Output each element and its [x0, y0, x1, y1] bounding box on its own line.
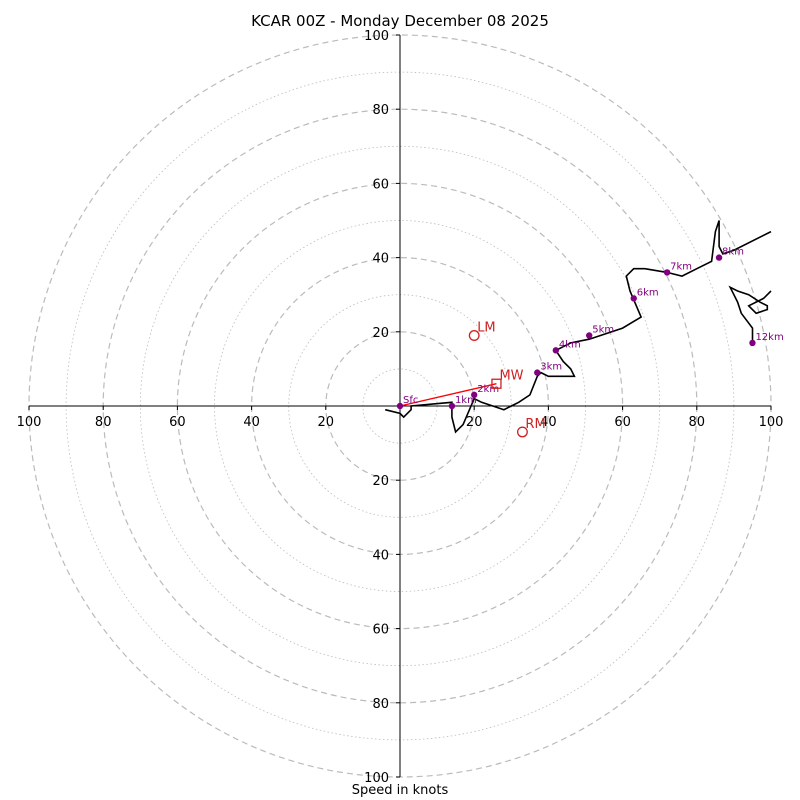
y-tick-label: 40	[372, 252, 389, 267]
storm-motion-points: LM MW RM	[468, 321, 546, 438]
height-marker-label: Sfc	[403, 395, 418, 406]
y-tick-label: 40	[372, 548, 389, 563]
storm-motion-marker	[468, 330, 480, 341]
hodograph-upper-line	[728, 285, 772, 343]
x-tick-label: 20	[318, 415, 335, 430]
y-tick-label: 100	[364, 771, 389, 786]
mean-wind-marker	[491, 378, 502, 389]
height-marker-label: 8km	[722, 247, 744, 258]
height-marker-point	[715, 254, 723, 261]
y-tick-label: 60	[372, 177, 389, 192]
height-marker-label: 5km	[592, 325, 614, 336]
y-tick-label: 100	[364, 29, 389, 44]
y-tick-label: 20	[372, 326, 389, 341]
y-tick-label: 60	[372, 623, 389, 638]
chart-title: KCAR 00Z - Monday December 08 2025	[251, 12, 549, 30]
height-marker-label: 7km	[670, 261, 692, 272]
bulk-shear-vector	[399, 383, 497, 407]
storm-motion-label: RM	[525, 417, 545, 432]
height-marker-point	[586, 332, 593, 339]
height-marker-point	[534, 369, 541, 376]
height-marker-point	[552, 347, 560, 354]
hodograph-line	[385, 220, 772, 434]
height-marker-label: 2km	[477, 384, 499, 395]
y-tick-label: 80	[372, 697, 389, 712]
height-marker-point	[630, 295, 637, 302]
x-tick-label: 80	[689, 415, 706, 430]
x-tick-label: 40	[243, 415, 260, 430]
height-marker-point	[448, 402, 456, 410]
storm-motion-marker	[516, 426, 528, 438]
y-tick-label: 20	[372, 474, 389, 489]
y-tick-label: 80	[372, 103, 389, 118]
hodograph-trace	[385, 220, 772, 434]
x-tick-label: 40	[540, 415, 557, 430]
x-tick-label: 80	[95, 415, 112, 430]
x-axis-label: Speed in knots	[351, 783, 449, 798]
storm-motion-label: LM	[477, 321, 495, 336]
height-marker-point	[396, 402, 404, 410]
height-marker-point	[749, 339, 756, 347]
height-marker-label: 6km	[637, 287, 659, 298]
height-marker-label: 12km	[755, 332, 783, 343]
x-tick-label: 60	[169, 415, 186, 430]
height-marker-label: 1km	[455, 395, 477, 406]
height-marker-point	[663, 269, 671, 276]
height-marker-label: 4km	[559, 339, 581, 350]
tick-labels: 100 100 80 80 60 60 40 40 20 20 20 20 40 40 60 60 80 80 10…	[17, 29, 784, 786]
x-tick-label: 100	[759, 415, 784, 430]
x-tick-label: 60	[614, 415, 631, 430]
x-tick-label: 20	[466, 415, 483, 430]
height-marker-label: 3km	[540, 362, 562, 373]
height-marker-point	[471, 391, 478, 399]
x-tick-label: 100	[17, 415, 42, 430]
storm-motion-label: MW	[499, 369, 523, 384]
